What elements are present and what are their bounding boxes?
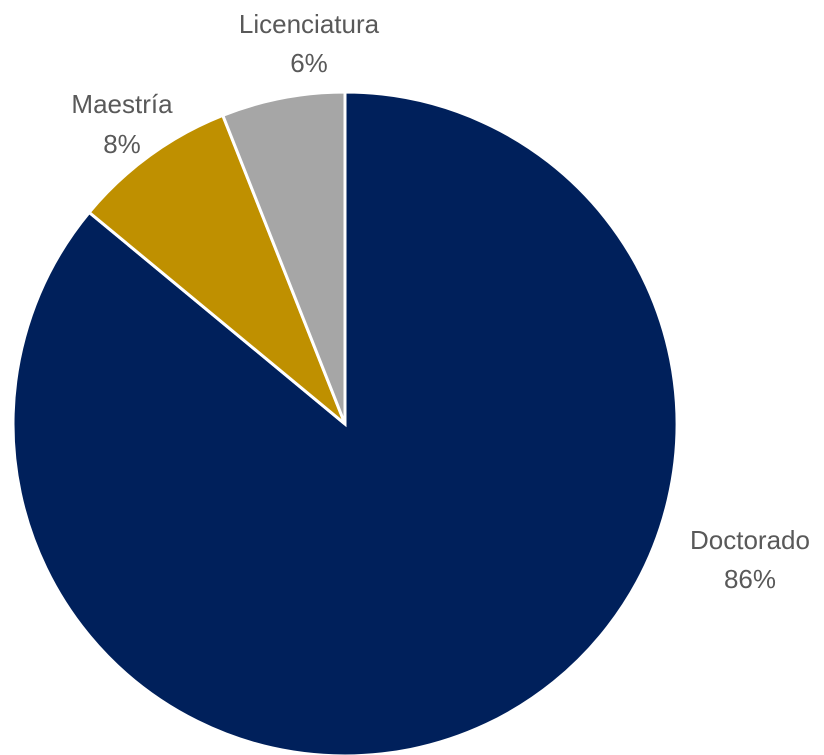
slice-maestria (87, 113, 347, 426)
label-maestria-name: Maestría (71, 89, 173, 119)
label-licenciatura-value: 6% (290, 48, 328, 78)
label-licenciatura-name: Licenciatura (239, 9, 380, 39)
pie-slices (11, 90, 679, 755)
label-doctorado-value: 86% (724, 564, 776, 594)
slice-licenciatura (220, 90, 347, 425)
label-doctorado-name: Doctorado (690, 525, 810, 555)
slice-doctorado (11, 90, 679, 755)
label-maestria-value: 8% (103, 129, 141, 159)
